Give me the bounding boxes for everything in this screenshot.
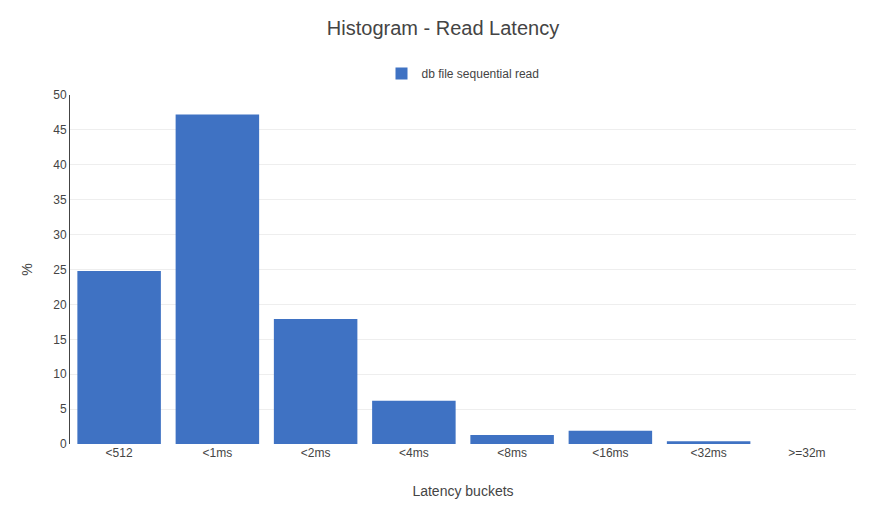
svg-text:5: 5 xyxy=(60,402,67,416)
svg-text:10: 10 xyxy=(53,367,67,381)
svg-text:<1ms: <1ms xyxy=(203,446,233,460)
svg-text:<32ms: <32ms xyxy=(690,446,726,460)
svg-text:50: 50 xyxy=(53,88,67,102)
svg-text:<16ms: <16ms xyxy=(592,446,628,460)
svg-text:40: 40 xyxy=(53,158,67,172)
svg-text:20: 20 xyxy=(53,298,67,312)
svg-text:<2ms: <2ms xyxy=(301,446,331,460)
svg-text:25: 25 xyxy=(53,263,67,277)
svg-text:0: 0 xyxy=(60,437,67,451)
svg-text:>=32m: >=32m xyxy=(788,446,825,460)
svg-text:<512: <512 xyxy=(106,446,133,460)
svg-text:45: 45 xyxy=(53,123,67,137)
svg-text:15: 15 xyxy=(53,333,67,347)
svg-text:Histogram - Read Latency: Histogram - Read Latency xyxy=(327,17,559,39)
svg-text:<8ms: <8ms xyxy=(497,446,527,460)
svg-text:35: 35 xyxy=(53,193,67,207)
svg-text:Latency buckets: Latency buckets xyxy=(412,483,513,499)
svg-text:<4ms: <4ms xyxy=(399,446,429,460)
svg-text:30: 30 xyxy=(53,228,67,242)
svg-text:db file sequential read: db file sequential read xyxy=(422,67,539,81)
svg-text:%: % xyxy=(19,263,35,275)
